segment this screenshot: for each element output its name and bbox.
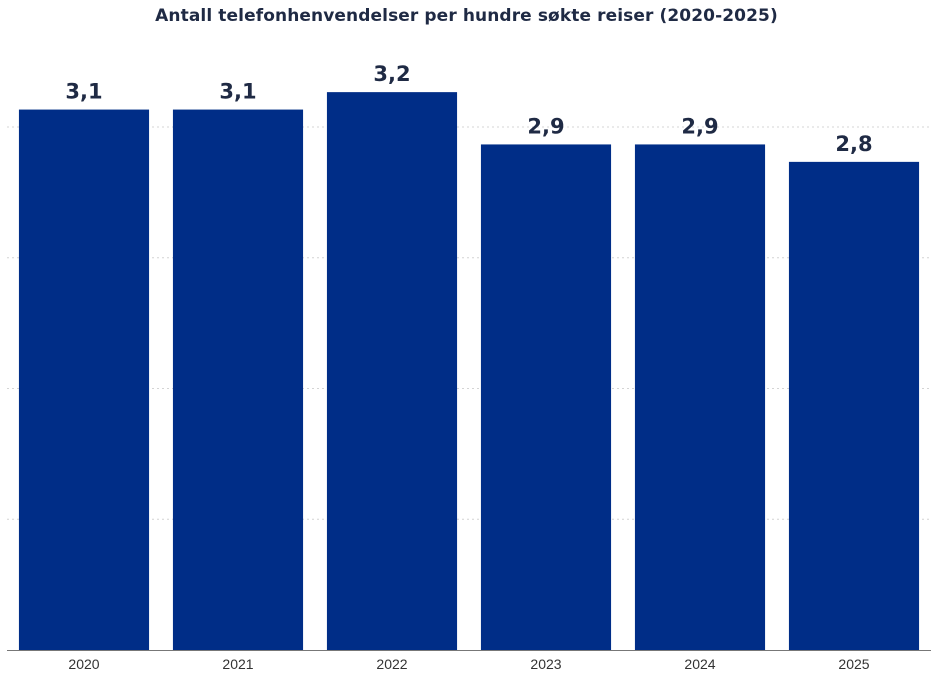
x-axis: 2020 2021 2022 2023 2024 2025 — [7, 650, 931, 672]
x-tick-label-2020: 2020 — [68, 656, 99, 672]
data-label-2020: 3,1 — [65, 80, 102, 104]
x-tick-label-2025: 2025 — [838, 656, 869, 672]
bar-2021 — [172, 109, 304, 651]
x-tick-label-2021: 2021 — [222, 656, 253, 672]
data-label-2023: 2,9 — [527, 114, 564, 138]
gridlines — [7, 126, 931, 520]
x-tick-label-2022: 2022 — [376, 656, 407, 672]
bar-2022 — [326, 92, 458, 651]
data-label-2025: 2,8 — [835, 132, 872, 156]
data-labels: 3,1 3,1 3,2 2,9 2,9 2,8 — [65, 62, 872, 156]
bars — [18, 92, 920, 651]
data-label-2021: 3,1 — [219, 80, 256, 104]
data-label-2022: 3,2 — [373, 62, 410, 86]
data-label-2024: 2,9 — [681, 114, 718, 138]
bar-2023 — [480, 144, 612, 650]
bar-2020 — [18, 109, 150, 651]
x-tick-label-2024: 2024 — [684, 656, 715, 672]
bar-2025 — [788, 161, 920, 650]
x-tick-label-2023: 2023 — [530, 656, 561, 672]
chart-title: Antall telefonhenvendelser per hundre sø… — [155, 6, 778, 26]
bar-2024 — [634, 144, 766, 650]
